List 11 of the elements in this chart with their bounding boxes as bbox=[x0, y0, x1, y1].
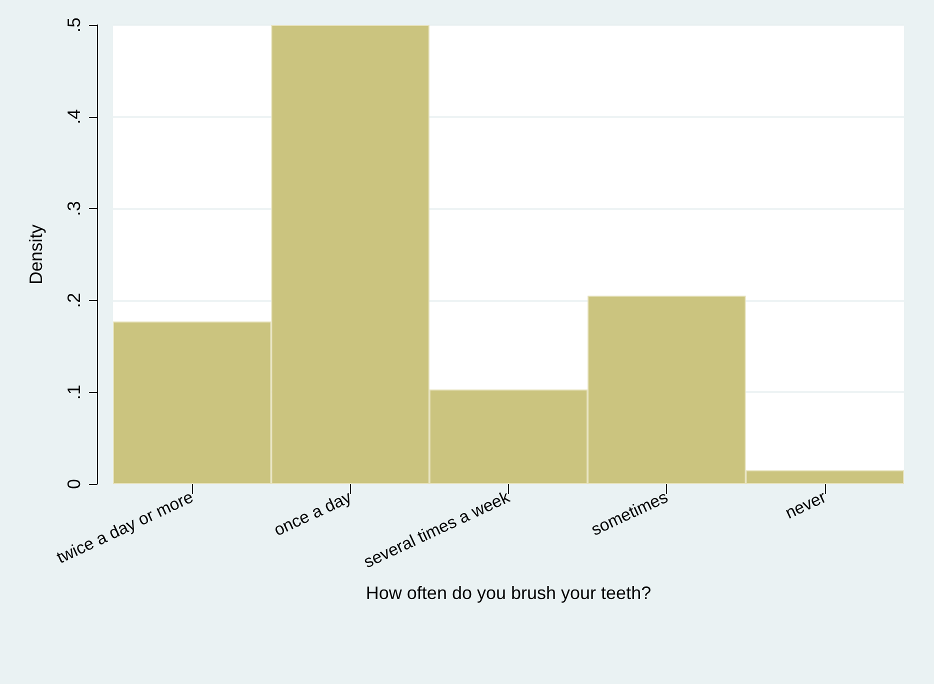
y-tick-label: .3 bbox=[64, 201, 84, 216]
x-axis-title: How often do you brush your teeth? bbox=[366, 583, 652, 603]
x-tick-label: twice a day or more bbox=[54, 487, 196, 568]
y-tick-label: 0 bbox=[64, 478, 84, 490]
y-tick-label: .5 bbox=[64, 17, 84, 33]
x-tick-label: once a day bbox=[270, 487, 355, 540]
y-tick-label: .2 bbox=[64, 292, 84, 308]
x-tick-label: never bbox=[782, 487, 830, 523]
y-axis-title: Density bbox=[26, 224, 46, 285]
y-tick-label: .1 bbox=[64, 384, 84, 400]
y-tick-label: .4 bbox=[64, 109, 84, 124]
